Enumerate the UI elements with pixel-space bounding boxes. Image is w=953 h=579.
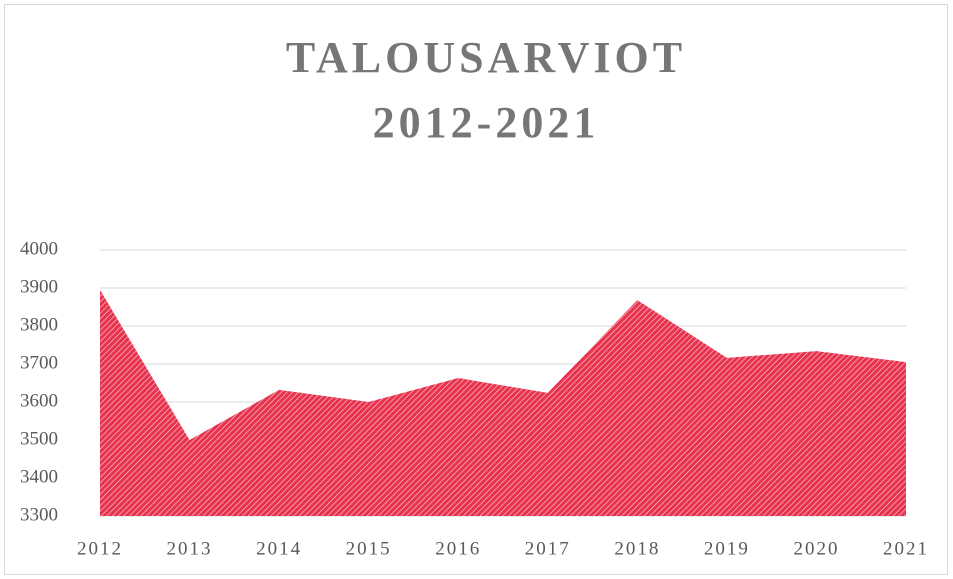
area bbox=[100, 289, 906, 516]
x-tick-label: 2012 bbox=[77, 538, 123, 559]
x-tick-label: 2016 bbox=[435, 538, 481, 559]
x-tick-label: 2015 bbox=[346, 538, 392, 559]
y-tick-label: 3400 bbox=[20, 466, 58, 487]
x-tick-label: 2013 bbox=[167, 538, 213, 559]
y-tick-label: 3900 bbox=[20, 276, 58, 297]
x-tick-label: 2017 bbox=[525, 538, 571, 559]
x-tick-label: 2020 bbox=[793, 538, 839, 559]
chart-title: TALOUSARVIOT bbox=[286, 33, 686, 82]
x-tick-label: 2021 bbox=[883, 538, 929, 559]
x-tick-label: 2019 bbox=[704, 538, 750, 559]
chart-border bbox=[4, 4, 948, 575]
y-tick-label: 3800 bbox=[20, 314, 58, 335]
chart-title: 2012-2021 bbox=[373, 98, 600, 147]
y-tick-label: 3300 bbox=[20, 504, 58, 525]
y-tick-label: 3700 bbox=[20, 352, 58, 373]
x-tick-label: 2018 bbox=[614, 538, 660, 559]
y-tick-label: 3600 bbox=[20, 390, 58, 411]
x-tick-label: 2014 bbox=[256, 538, 302, 559]
y-tick-label: 3500 bbox=[20, 428, 58, 449]
y-tick-label: 4000 bbox=[20, 238, 58, 259]
